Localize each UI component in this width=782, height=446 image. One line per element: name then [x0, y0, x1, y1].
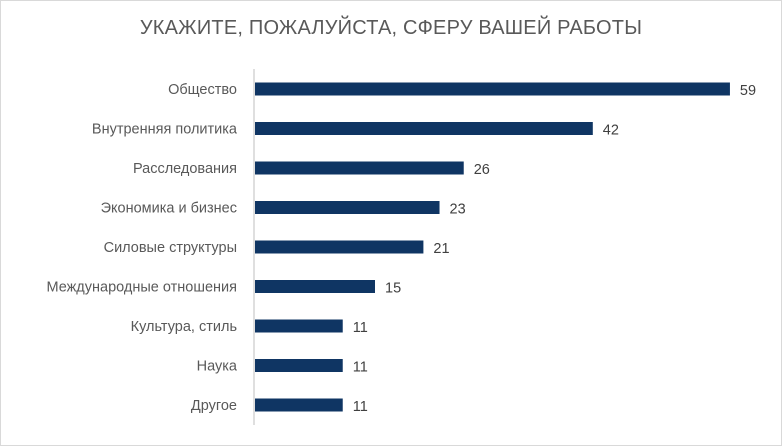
- category-label: Международные отношения: [46, 280, 237, 296]
- data-label: 59: [740, 83, 756, 99]
- category-label: Экономика и бизнес: [101, 201, 237, 217]
- data-label: 23: [450, 202, 466, 218]
- bar: [255, 201, 440, 214]
- category-label: Расследования: [133, 161, 237, 177]
- bar: [255, 122, 593, 135]
- category-label: Культура, стиль: [131, 319, 237, 335]
- category-label: Внутренняя политика: [92, 122, 238, 138]
- data-label: 21: [433, 241, 449, 257]
- data-label: 42: [603, 123, 619, 139]
- bar: [255, 82, 730, 96]
- data-label: 11: [353, 360, 368, 376]
- bar: [255, 398, 343, 412]
- category-label: Наука: [197, 359, 238, 375]
- category-label: Силовые структуры: [104, 240, 237, 256]
- data-label: 15: [385, 281, 401, 297]
- data-label: 11: [353, 399, 368, 415]
- bar: [255, 319, 343, 333]
- chart-title: УКАЖИТЕ, ПОЖАЛУЙСТА, СФЕРУ ВАШЕЙ РАБОТЫ: [139, 17, 643, 39]
- bar: [255, 240, 424, 254]
- category-label: Общество: [168, 82, 237, 98]
- category-label: Другое: [191, 398, 237, 414]
- data-label: 26: [474, 162, 490, 178]
- bar: [255, 359, 343, 372]
- data-label: 11: [353, 320, 368, 336]
- bar: [255, 161, 464, 175]
- bar: [255, 280, 375, 293]
